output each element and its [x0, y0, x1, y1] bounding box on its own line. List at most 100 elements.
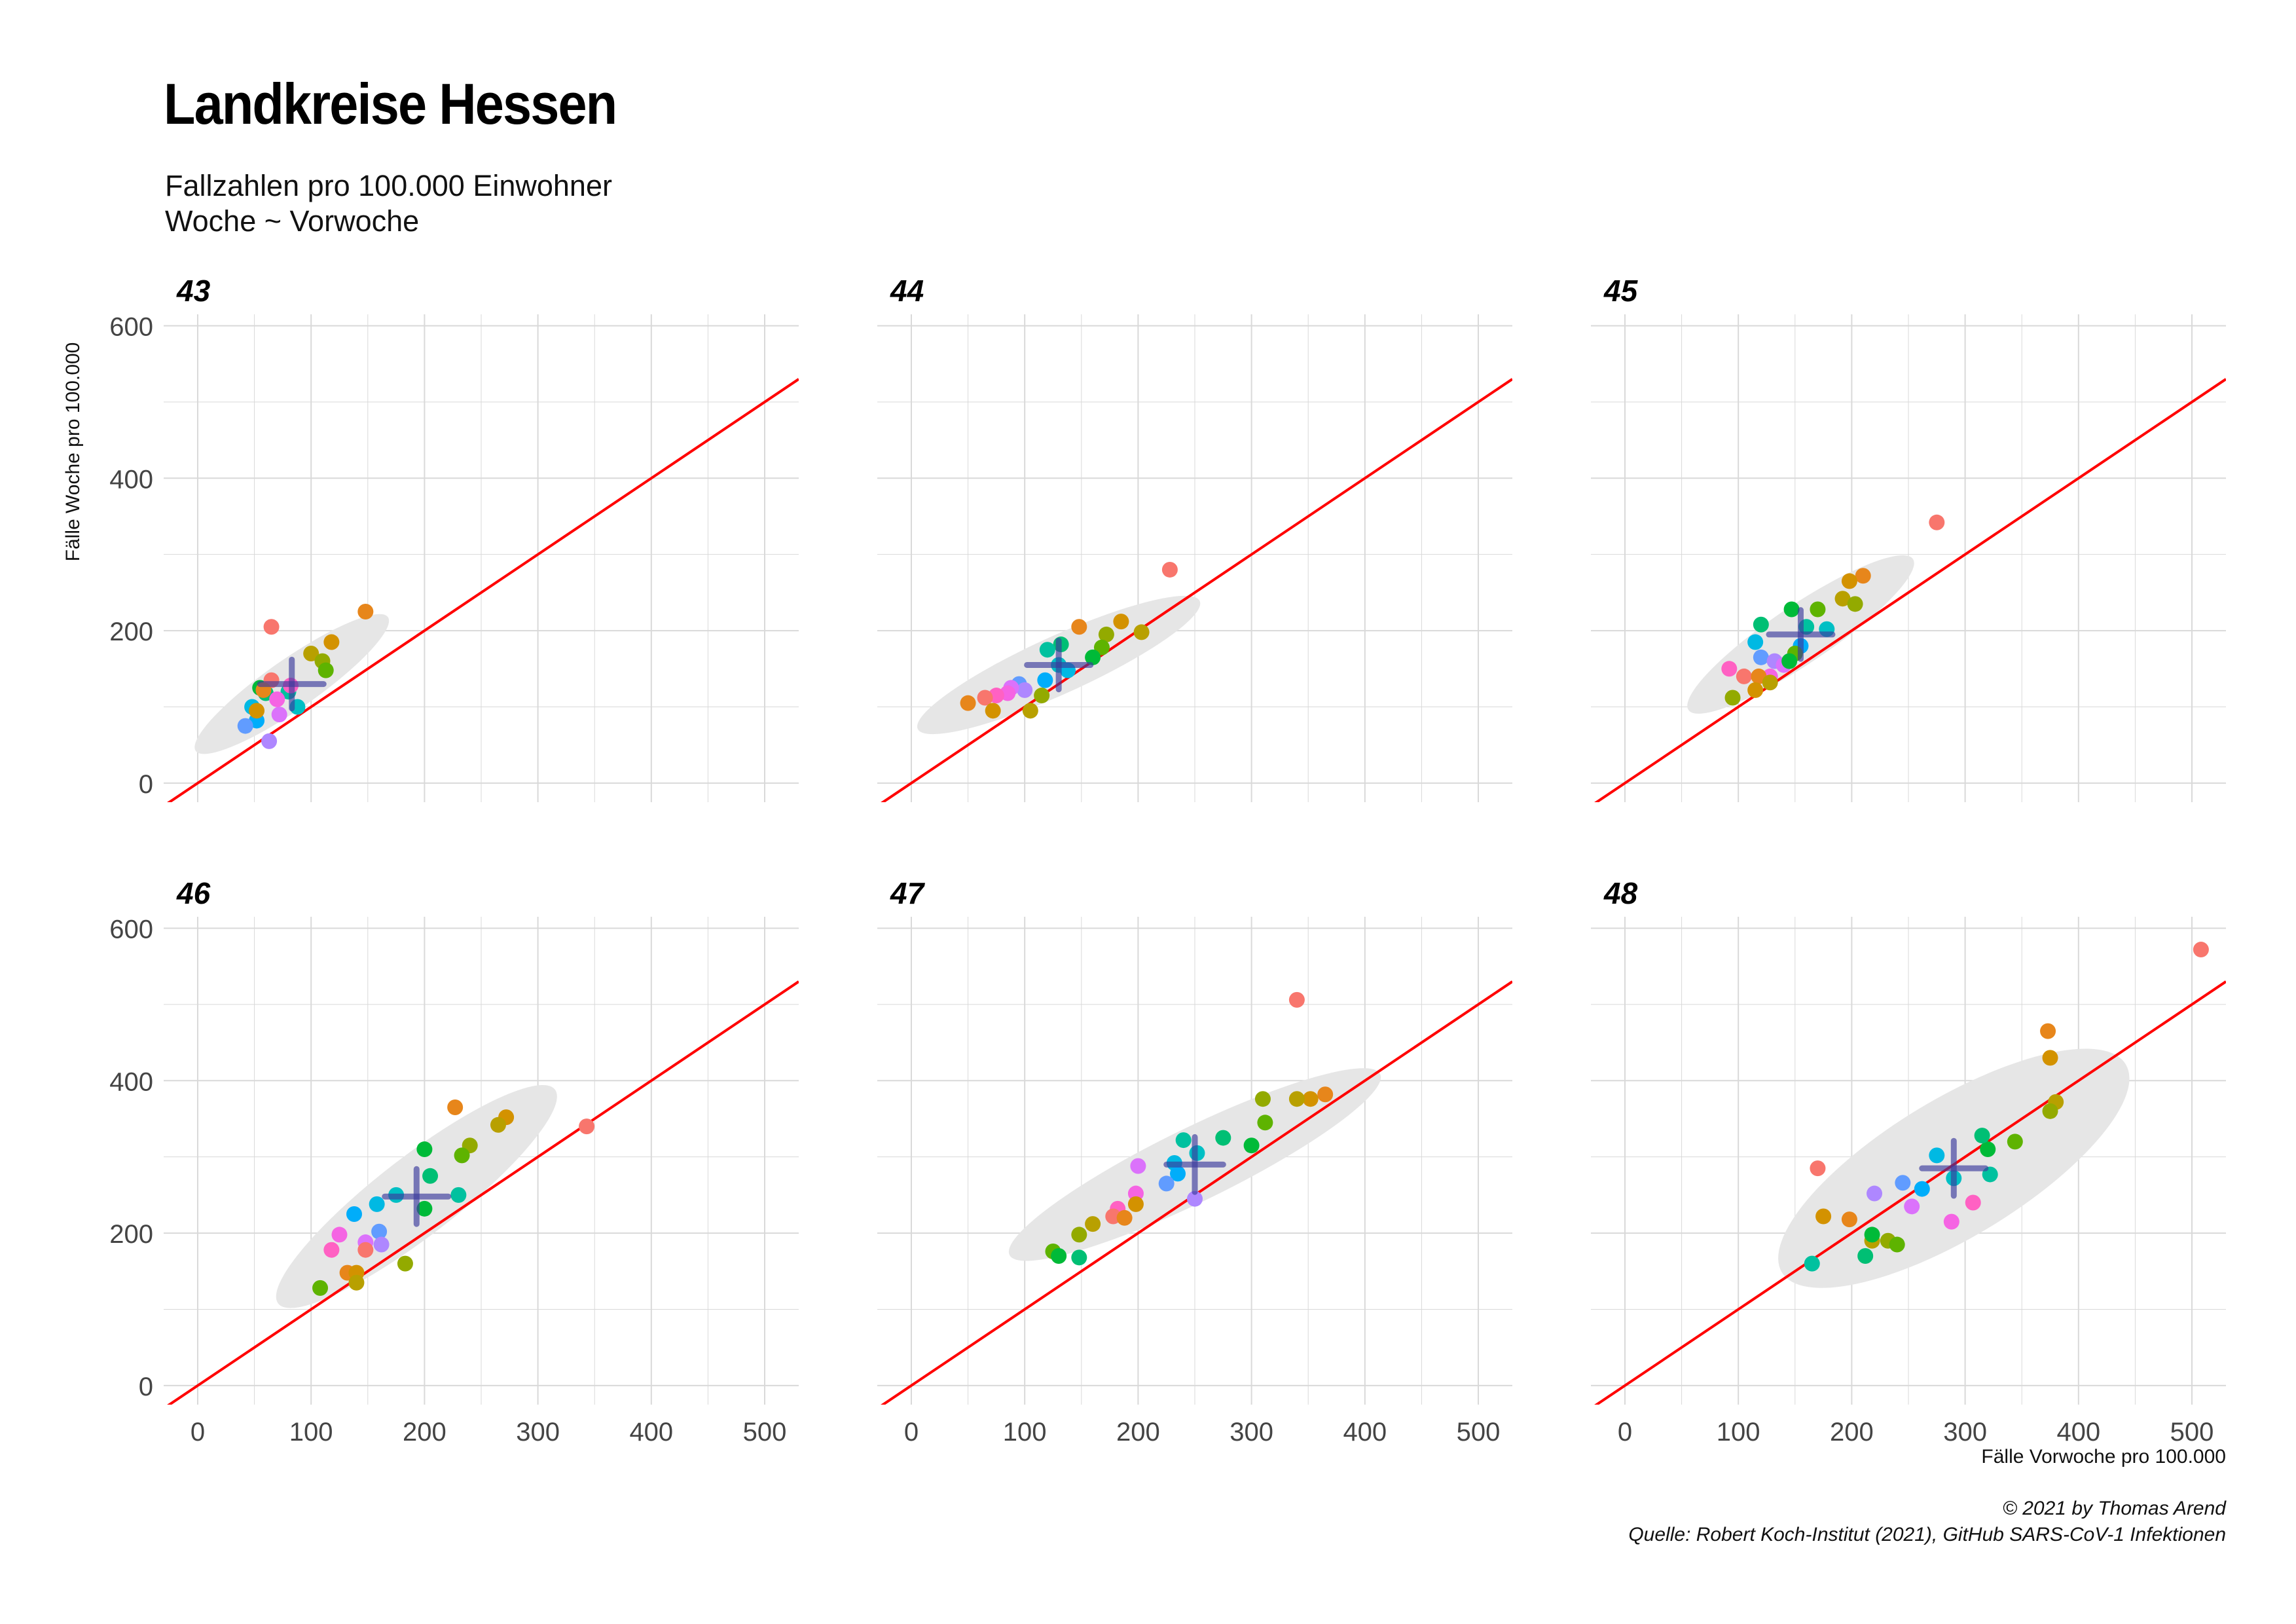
data-point: [1753, 616, 1769, 633]
data-point: [303, 646, 319, 662]
data-point: [1113, 614, 1129, 630]
data-point: [1781, 653, 1798, 669]
data-point: [977, 690, 993, 706]
panel-label: 48: [1603, 876, 1638, 910]
data-point: [1071, 1227, 1087, 1243]
data-point: [1864, 1227, 1880, 1243]
data-point: [1943, 1213, 1959, 1230]
data-point: [2007, 1134, 2023, 1150]
data-point: [397, 1255, 413, 1272]
x-tick-label: 0: [904, 1418, 919, 1447]
data-point: [1834, 591, 1851, 607]
data-point: [271, 707, 287, 723]
y-tick-label: 600: [109, 915, 153, 944]
data-point: [1257, 1115, 1273, 1131]
panel-45: 45: [1591, 274, 2226, 802]
panel-label: 47: [890, 876, 926, 910]
chart-subtitle-line-1: Fallzahlen pro 100.000 Einwohner: [165, 169, 612, 202]
data-point: [1254, 1091, 1271, 1107]
data-point: [1288, 991, 1305, 1008]
chart-subtitle-line-2: Woche ~ Vorwoche: [165, 204, 420, 238]
data-point: [1867, 1185, 1883, 1202]
data-point: [249, 703, 265, 719]
x-tick-label: 500: [2170, 1418, 2214, 1447]
data-point: [1170, 1166, 1186, 1182]
y-tick-label: 200: [109, 618, 153, 646]
data-point: [2042, 1050, 2058, 1066]
data-point: [416, 1141, 433, 1158]
data-point: [1071, 619, 1087, 635]
data-point: [1161, 561, 1178, 578]
reference-line: [167, 980, 799, 1405]
data-point: [323, 1242, 340, 1258]
data-point: [1071, 1249, 1087, 1266]
data-point: [1721, 661, 1738, 677]
data-point: [1158, 1175, 1175, 1192]
data-point: [416, 1200, 433, 1217]
data-point: [1039, 642, 1055, 658]
data-point: [357, 603, 374, 619]
data-point: [1974, 1128, 1990, 1144]
data-point: [1783, 601, 1800, 618]
x-tick-label: 100: [1717, 1418, 1760, 1447]
panel-plot-area: [167, 980, 799, 1405]
data-point: [422, 1168, 439, 1184]
data-point: [1736, 668, 1752, 684]
panel-plot-area: [167, 378, 799, 802]
x-tick-label: 300: [1230, 1418, 1273, 1447]
data-point: [1317, 1086, 1334, 1103]
data-point: [1175, 1132, 1192, 1149]
data-point: [1288, 1091, 1305, 1107]
data-point: [261, 733, 278, 749]
data-point: [1810, 601, 1826, 618]
data-point: [1841, 573, 1857, 589]
panel-plot-area: [881, 378, 1512, 802]
data-point: [331, 1227, 348, 1243]
data-point: [237, 718, 253, 734]
data-point: [1929, 1147, 1945, 1164]
x-tick-label: 500: [743, 1418, 787, 1447]
data-point: [1855, 568, 1871, 584]
data-point: [1051, 1248, 1067, 1264]
data-point: [1747, 634, 1764, 650]
panel-46: 46 0 200 400 600 0 100 200 300 400 500: [109, 876, 799, 1447]
panel-label: 43: [176, 274, 211, 308]
y-axis-label: Fälle Woche pro 100.000: [62, 342, 84, 562]
data-point: [1215, 1130, 1231, 1146]
caption-source: Quelle: Robert Koch-Institut (2021), Git…: [1628, 1524, 2226, 1545]
data-point: [1965, 1194, 1981, 1211]
panel-44: 44: [877, 274, 1512, 802]
caption-copyright: © 2021 by Thomas Arend: [2002, 1498, 2226, 1519]
data-point: [263, 619, 280, 635]
x-tick-label: 400: [2056, 1418, 2100, 1447]
data-point: [2040, 1023, 2056, 1039]
data-point: [1914, 1181, 1930, 1197]
x-tick-label: 200: [1830, 1418, 1874, 1447]
data-point: [346, 1206, 362, 1222]
panel-47: 47 0 100 200 300 400 500: [877, 876, 1512, 1447]
data-point: [1034, 688, 1050, 704]
y-tick-label: 0: [139, 1373, 153, 1401]
data-point: [1037, 672, 1053, 688]
x-tick-label: 0: [191, 1418, 205, 1447]
x-tick-label: 300: [516, 1418, 560, 1447]
x-axis-label: Fälle Vorwoche pro 100.000: [1981, 1446, 2226, 1467]
data-point: [373, 1236, 390, 1253]
panel-label: 44: [890, 274, 924, 308]
data-point: [1841, 1211, 1857, 1228]
data-point: [1187, 1190, 1203, 1207]
data-point: [318, 662, 334, 678]
data-point: [2042, 1103, 2058, 1119]
data-point: [1815, 1208, 1832, 1225]
data-point: [312, 1280, 329, 1296]
data-point: [1116, 1209, 1133, 1226]
x-tick-label: 200: [1116, 1418, 1160, 1447]
data-point: [1098, 626, 1114, 642]
panel-label: 46: [176, 876, 211, 910]
reference-line: [1594, 980, 2226, 1405]
chart-title: Landkreise Hessen: [164, 71, 617, 136]
x-tick-label: 500: [1457, 1418, 1501, 1447]
x-tick-label: 100: [1003, 1418, 1047, 1447]
data-point: [1762, 674, 1778, 691]
